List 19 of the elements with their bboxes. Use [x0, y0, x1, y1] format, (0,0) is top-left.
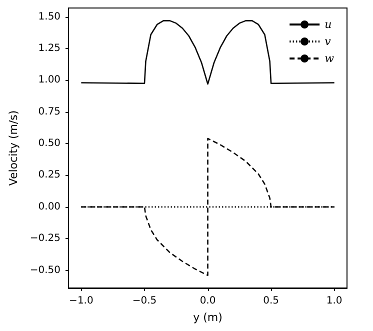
y-tick-label: −0.25	[30, 233, 61, 244]
x-tick-label: −1.0	[69, 296, 94, 306]
x-tick-label: 0.5	[263, 296, 280, 306]
y-axis-title: Velocity (m/s)	[7, 110, 20, 186]
legend-label: w	[324, 52, 335, 65]
y-tick-label: 0.75	[38, 106, 61, 118]
y-tick-label: 0.50	[38, 138, 61, 150]
y-tick-label: 0.25	[38, 170, 61, 181]
y-tick-label: 0.00	[38, 201, 61, 212]
x-axis-title: y (m)	[193, 311, 222, 324]
y-tick-label: 1.00	[38, 74, 61, 86]
legend-label: v	[324, 35, 332, 48]
x-tick-label: −0.5	[132, 296, 157, 306]
x-tick-label: 1.0	[326, 296, 342, 306]
y-tick-label: 1.50	[38, 11, 61, 22]
x-tick-label: 0.0	[200, 296, 216, 306]
y-tick-label: 1.25	[38, 43, 61, 54]
y-tick-label: −0.50	[30, 264, 61, 276]
legend-label: u	[324, 18, 332, 31]
